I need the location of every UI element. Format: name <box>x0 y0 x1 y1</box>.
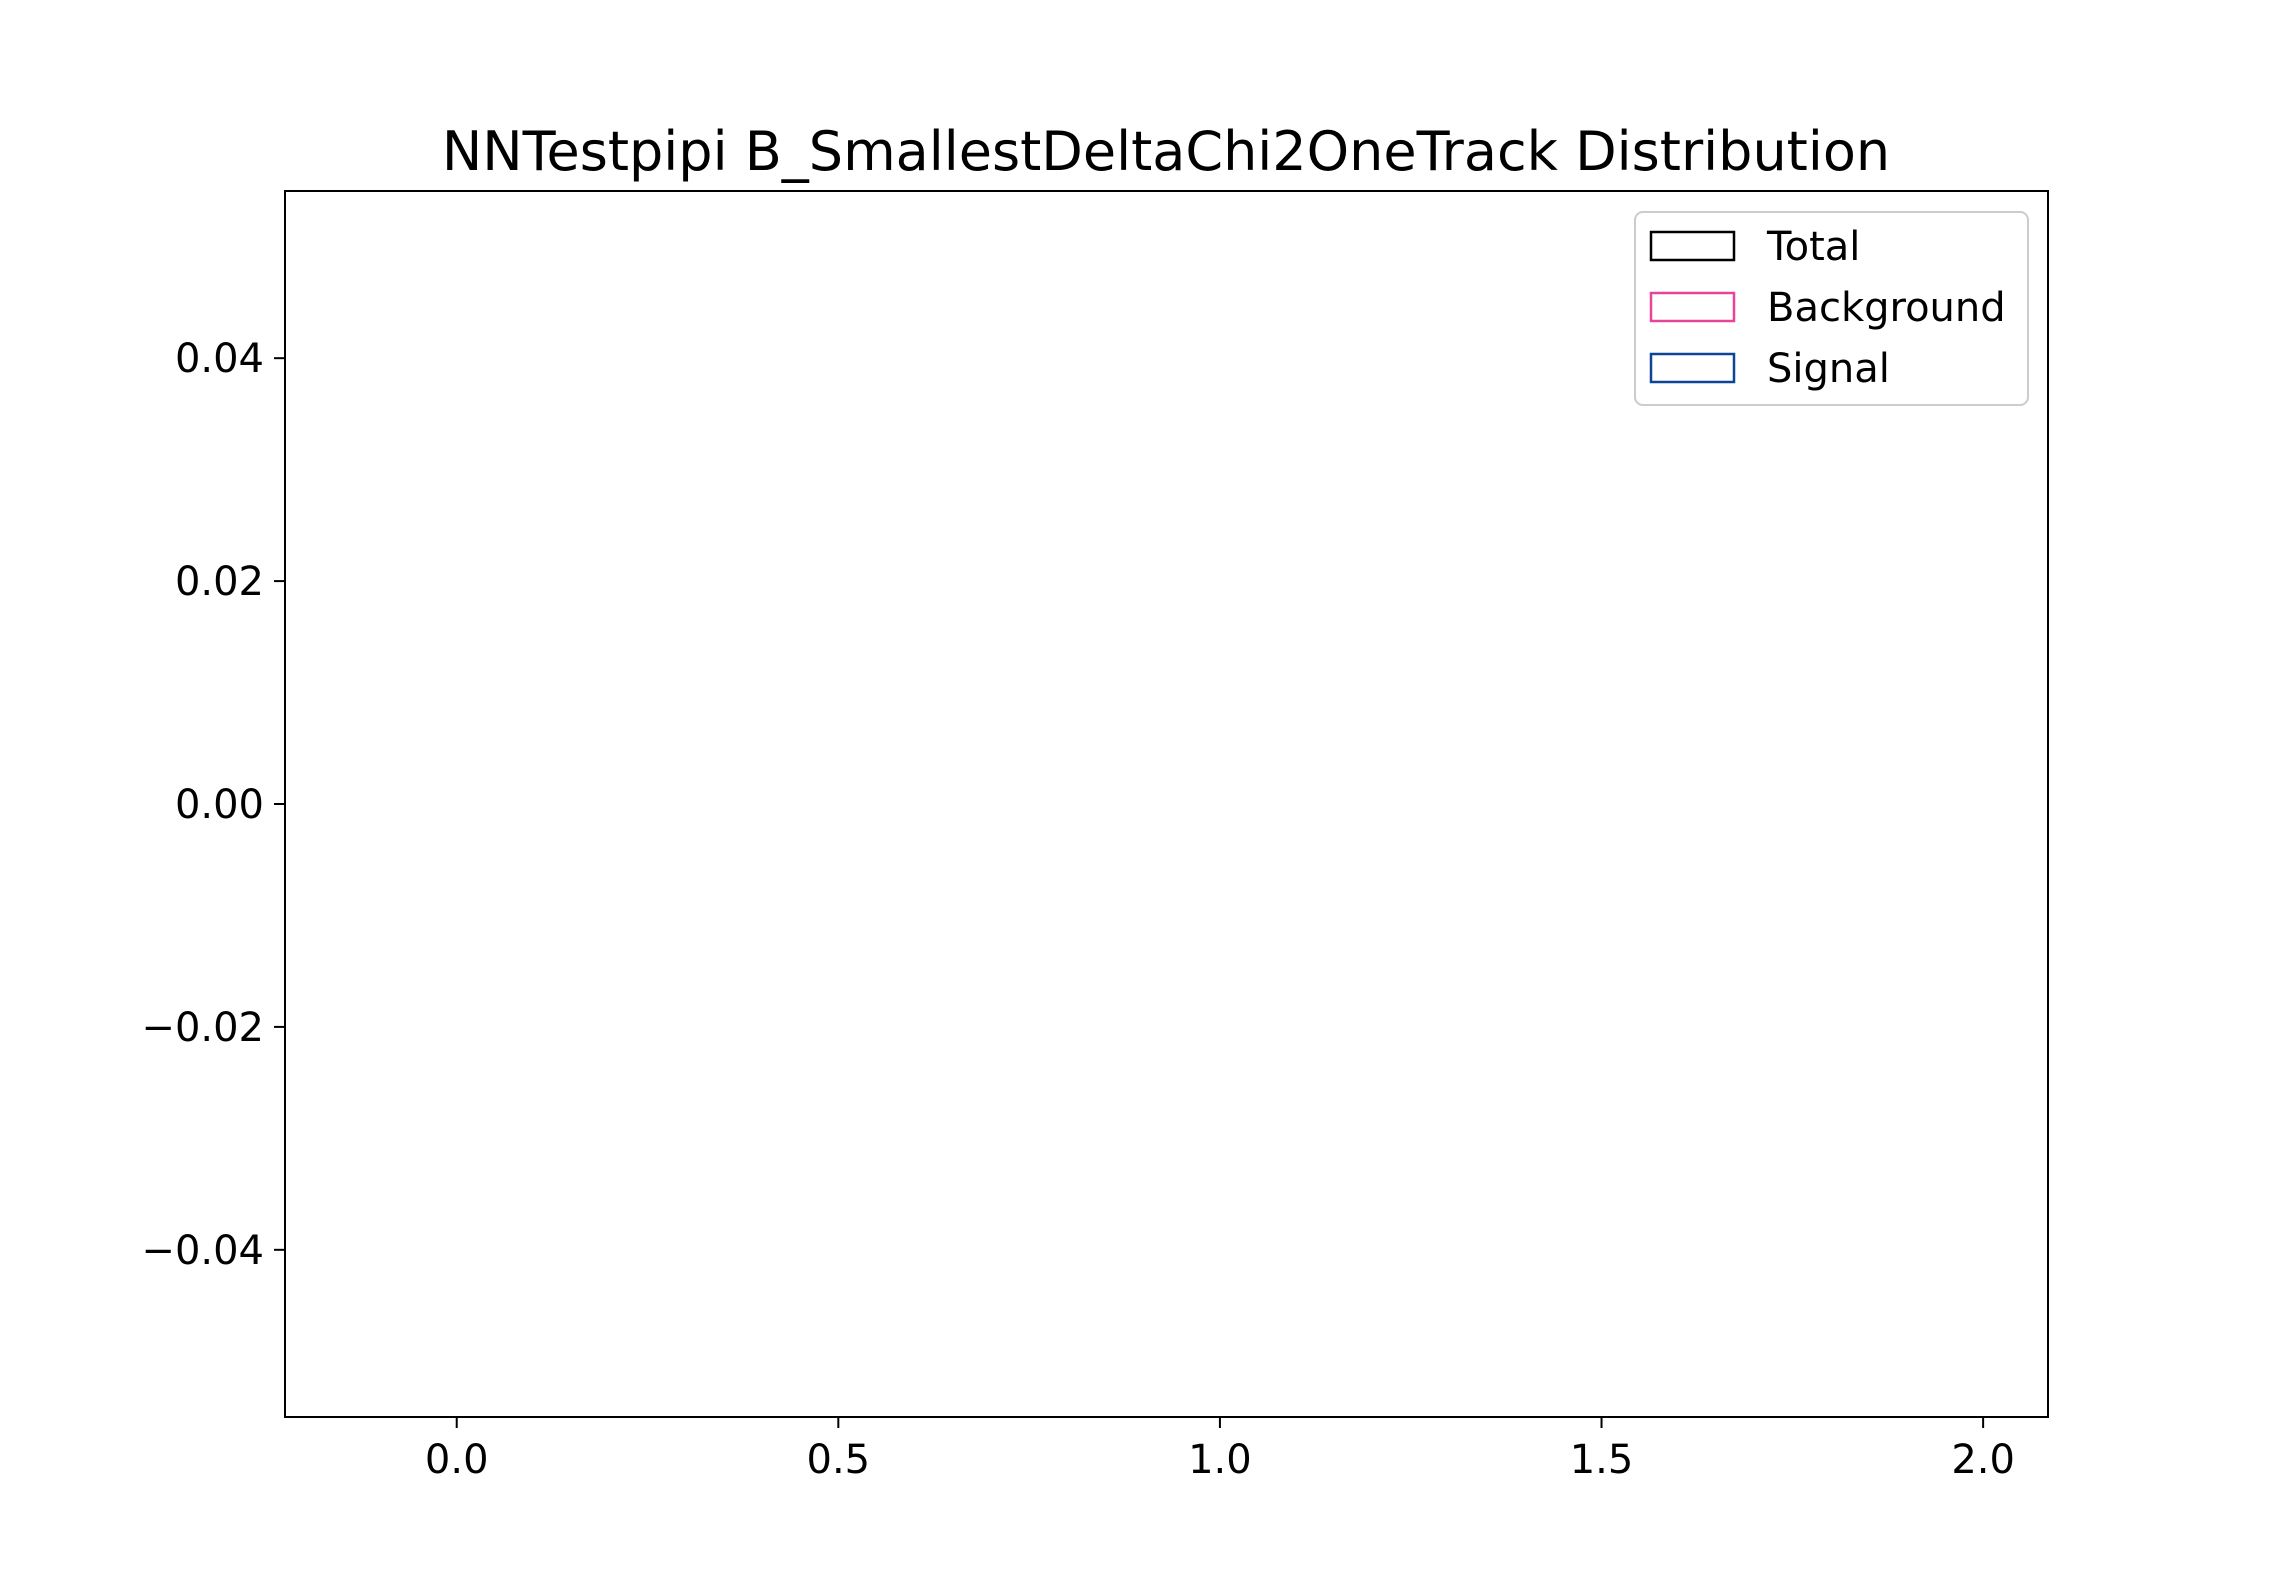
legend-label: Total <box>1766 224 1860 270</box>
legend-label: Signal <box>1767 346 1890 392</box>
legend-swatch <box>1649 352 1736 384</box>
x-tick-label: 0.5 <box>807 1437 871 1483</box>
legend-swatch <box>1649 230 1736 262</box>
y-tick-label: 0.02 <box>175 559 264 605</box>
chart-title: NNTestpipi B_SmallestDeltaChi2OneTrack D… <box>442 120 1890 183</box>
y-axis: 0.04 0.02 0.00 −0.02 −0.04 <box>141 336 285 1274</box>
y-tick-label: 0.04 <box>175 336 264 382</box>
x-tick-label: 2.0 <box>1951 1437 2015 1483</box>
x-tick-label: 1.5 <box>1570 1437 1634 1483</box>
y-tick-label: −0.04 <box>141 1228 264 1274</box>
legend-label: Background <box>1767 285 2006 331</box>
x-tick-label: 0.0 <box>425 1437 489 1483</box>
legend-entries: Total Background Signal <box>1649 224 2006 392</box>
x-axis: 0.0 0.5 1.0 1.5 2.0 <box>425 1417 2015 1483</box>
x-tick-label: 1.0 <box>1188 1437 1252 1483</box>
y-tick-label: 0.00 <box>175 782 264 828</box>
y-tick-label: −0.02 <box>141 1005 264 1051</box>
legend: Total Background Signal <box>1634 211 2029 406</box>
legend-swatch <box>1649 291 1736 323</box>
